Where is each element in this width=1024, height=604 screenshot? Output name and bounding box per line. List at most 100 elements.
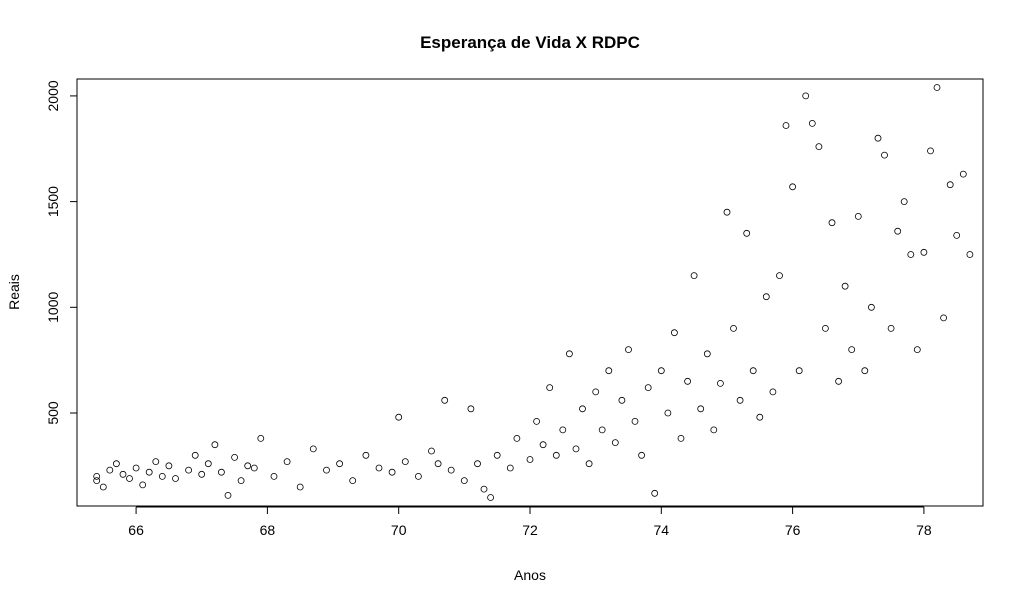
data-point <box>835 377 842 385</box>
y-tick-label: 1000 <box>45 292 61 323</box>
data-point <box>953 231 961 239</box>
data-point <box>966 251 974 258</box>
data-point <box>881 151 888 159</box>
points-layer <box>93 84 974 501</box>
data-point <box>900 198 908 206</box>
data-point <box>513 434 521 442</box>
data-point <box>913 346 921 354</box>
data-point <box>874 134 882 142</box>
data-point <box>887 324 895 332</box>
data-point <box>848 346 856 354</box>
data-point <box>487 494 495 501</box>
data-point <box>671 329 678 337</box>
x-axis-label: Anos <box>514 567 546 583</box>
y-tick-label: 500 <box>45 401 61 425</box>
data-point <box>933 84 941 91</box>
data-point <box>119 470 127 478</box>
data-point <box>309 445 317 453</box>
data-point <box>93 477 101 485</box>
data-point <box>657 367 665 375</box>
data-point <box>533 417 540 425</box>
data-point <box>611 439 619 447</box>
data-point <box>756 413 764 421</box>
data-point <box>940 314 947 322</box>
data-point <box>592 388 600 396</box>
data-point <box>217 468 225 476</box>
data-point <box>566 350 573 358</box>
data-point <box>723 208 731 216</box>
data-point <box>920 248 928 256</box>
data-point <box>822 324 829 332</box>
data-point <box>776 272 783 280</box>
data-point <box>185 466 193 474</box>
data-point <box>546 384 554 392</box>
data-point <box>172 475 179 482</box>
data-point <box>474 460 481 468</box>
data-point <box>257 434 265 442</box>
data-point <box>113 460 120 468</box>
plot-frame <box>76 78 984 507</box>
y-axis-label: Reais <box>6 274 22 310</box>
data-point <box>697 405 705 413</box>
x-axis: 66 68 70 72 74 76 78 <box>128 506 932 538</box>
data-point <box>237 477 245 485</box>
data-point <box>395 413 403 421</box>
data-point <box>579 405 586 413</box>
data-point <box>841 282 849 290</box>
data-point <box>631 417 639 425</box>
data-point <box>651 489 659 497</box>
data-point <box>710 426 718 434</box>
data-point <box>362 451 370 459</box>
y-tick-label: 2000 <box>45 80 61 111</box>
data-point <box>769 388 777 396</box>
data-point <box>552 451 560 459</box>
data-point <box>434 460 442 468</box>
data-point <box>795 367 803 375</box>
data-point <box>336 460 344 468</box>
x-tick-label: 72 <box>522 522 538 538</box>
data-point <box>638 451 645 459</box>
data-point <box>572 445 580 453</box>
data-point <box>270 472 278 480</box>
data-point <box>139 481 147 489</box>
data-point <box>401 458 409 466</box>
data-point <box>802 92 810 100</box>
x-tick-label: 78 <box>916 522 932 538</box>
y-tick-label: 1500 <box>45 186 61 217</box>
data-point <box>907 251 915 258</box>
data-point <box>460 477 468 485</box>
data-point <box>93 472 101 480</box>
data-point <box>349 477 357 485</box>
data-point <box>598 426 606 434</box>
data-point <box>789 183 796 191</box>
data-point <box>684 377 691 385</box>
data-point <box>493 451 501 459</box>
data-point <box>664 409 672 417</box>
data-point <box>815 143 823 151</box>
data-point <box>296 483 304 491</box>
data-point <box>539 441 547 449</box>
data-point <box>191 451 199 459</box>
data-point <box>224 491 232 499</box>
data-point <box>441 396 449 404</box>
chart-title: Esperança de Vida X RDPC <box>420 33 640 52</box>
data-point <box>132 464 140 472</box>
data-point <box>447 466 455 474</box>
data-point <box>703 350 711 358</box>
data-point <box>736 396 744 404</box>
data-point <box>605 367 613 375</box>
data-point <box>506 464 514 472</box>
data-point <box>868 303 875 311</box>
data-point <box>625 346 632 354</box>
data-point <box>467 405 475 413</box>
data-point <box>559 426 567 434</box>
data-point <box>158 472 166 480</box>
x-tick-label: 68 <box>260 522 276 538</box>
data-point <box>250 464 258 472</box>
data-point <box>106 466 114 474</box>
data-point <box>828 219 836 227</box>
data-point <box>749 367 757 375</box>
data-point <box>283 458 291 466</box>
x-tick-label: 76 <box>785 522 801 538</box>
